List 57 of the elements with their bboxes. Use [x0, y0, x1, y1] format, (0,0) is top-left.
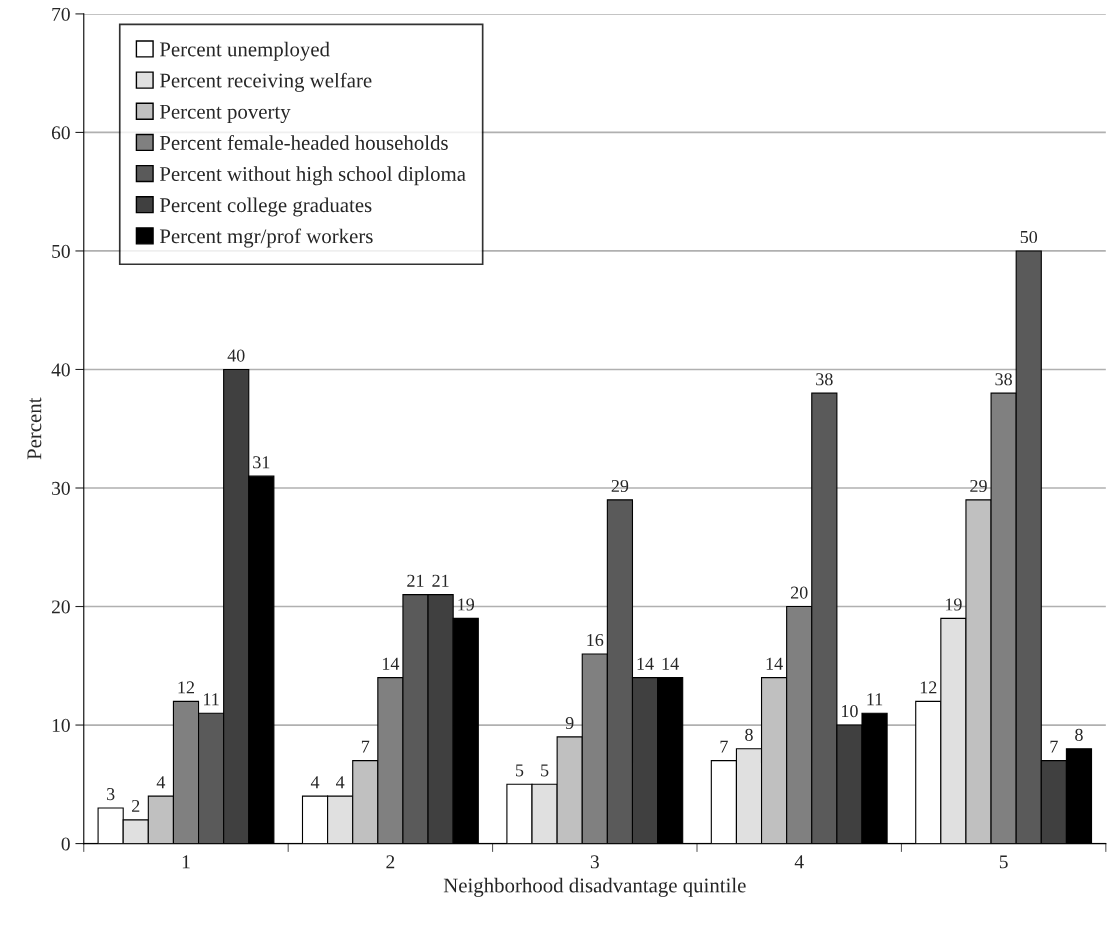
data-label: 2 — [132, 799, 140, 812]
x-tick-label: 2 — [386, 855, 395, 869]
x-tick-label: 5 — [999, 855, 1008, 869]
data-label: 7 — [361, 740, 370, 753]
data-label: 14 — [637, 657, 654, 670]
data-label: 11 — [867, 693, 883, 706]
data-label: 4 — [156, 776, 166, 789]
legend-label: Percent mgr/prof workers — [159, 228, 373, 248]
data-label: 38 — [995, 373, 1012, 386]
y-tick-label: 20 — [51, 600, 70, 614]
data-label: 10 — [842, 705, 858, 718]
data-label: 14 — [382, 657, 400, 670]
x-tick-label: 1 — [182, 855, 190, 869]
x-axis-title: Neighborhood disadvantage quintile — [443, 877, 746, 897]
legend-label: Percent poverty — [159, 104, 291, 124]
y-axis-title: Percent — [27, 397, 42, 460]
data-label: 38 — [816, 373, 833, 386]
data-label: 21 — [432, 574, 449, 587]
data-label: 40 — [227, 349, 245, 362]
y-tick-label: 60 — [51, 126, 70, 140]
legend-label: Percent female-headed households — [159, 135, 448, 150]
data-label: 7 — [1050, 740, 1058, 753]
data-label: 14 — [766, 657, 783, 670]
y-tick-label: 30 — [52, 481, 70, 495]
data-label: 12 — [920, 681, 937, 694]
data-label: 50 — [1020, 230, 1038, 244]
legend-label: Percent unemployed — [159, 41, 330, 61]
y-tick-label: 10 — [52, 718, 70, 732]
y-tick-label: 50 — [52, 244, 70, 258]
data-label: 12 — [178, 681, 195, 694]
x-tick-label: 4 — [794, 855, 804, 869]
data-label: 14 — [662, 657, 679, 670]
data-label: 19 — [458, 598, 475, 611]
data-label: 20 — [790, 586, 808, 599]
data-label: 8 — [1075, 728, 1083, 741]
data-label: 5 — [516, 764, 524, 777]
y-tick-label: 70 — [52, 7, 70, 21]
data-label: 16 — [587, 633, 604, 647]
data-label: 29 — [970, 479, 987, 493]
legend-label: Percent college graduates — [159, 197, 372, 217]
legend-label: Percent receiving welfare — [159, 72, 372, 92]
data-label: 29 — [611, 479, 629, 493]
x-tick-label: 3 — [590, 855, 599, 869]
data-label: 31 — [253, 456, 270, 469]
data-label: 3 — [106, 788, 115, 801]
legend-label: Percent without high school diploma — [159, 166, 466, 186]
data-label: 21 — [407, 574, 424, 587]
data-label: 4 — [310, 776, 320, 789]
y-tick-label: 0 — [61, 837, 70, 851]
data-label: 7 — [720, 740, 728, 753]
data-label: 19 — [945, 598, 962, 611]
data-label: 11 — [203, 693, 219, 706]
data-label: 5 — [541, 764, 549, 777]
data-label: 8 — [745, 728, 753, 741]
y-tick-label: 40 — [51, 363, 70, 377]
data-label: 4 — [336, 776, 345, 789]
data-label: 9 — [565, 716, 574, 730]
